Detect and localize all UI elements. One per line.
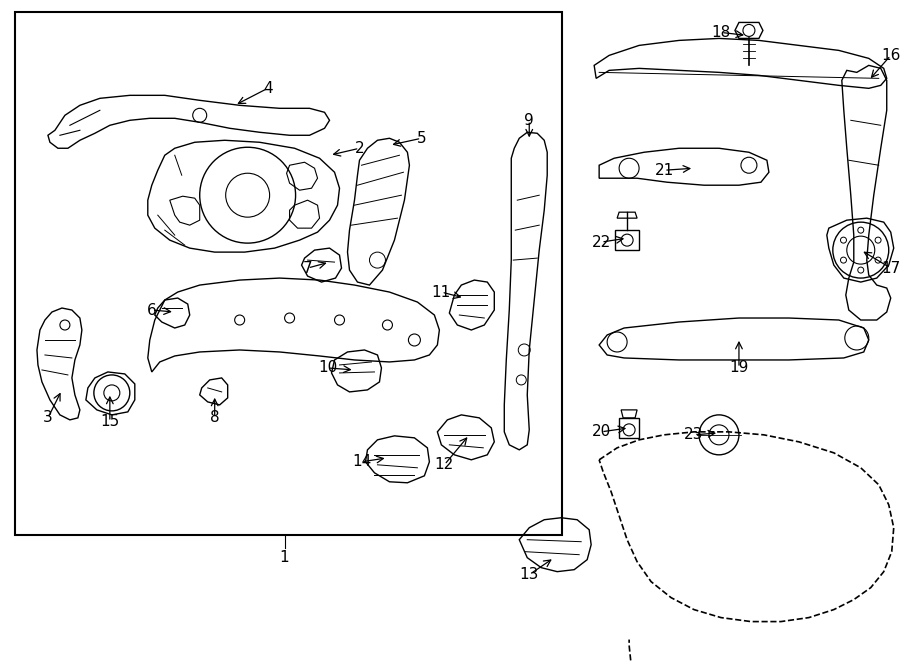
Text: 14: 14: [352, 454, 371, 469]
Text: 19: 19: [729, 360, 749, 375]
Text: 22: 22: [591, 235, 611, 250]
Text: 11: 11: [432, 284, 451, 299]
Text: 12: 12: [435, 457, 454, 473]
Text: 18: 18: [711, 25, 731, 40]
Text: 3: 3: [43, 410, 53, 426]
Text: 1: 1: [280, 550, 290, 565]
Text: 4: 4: [263, 81, 273, 96]
Text: 13: 13: [519, 567, 539, 582]
Text: 5: 5: [417, 131, 427, 146]
Text: 2: 2: [355, 141, 365, 156]
Text: 7: 7: [302, 260, 312, 276]
Text: 10: 10: [318, 360, 338, 375]
Text: 23: 23: [684, 428, 704, 442]
Text: 21: 21: [654, 163, 674, 178]
Text: 17: 17: [881, 260, 900, 276]
Text: 8: 8: [210, 410, 220, 426]
Text: 16: 16: [881, 48, 900, 63]
Text: 6: 6: [147, 303, 157, 317]
Text: 20: 20: [591, 424, 611, 440]
Text: 9: 9: [525, 113, 534, 128]
Text: 15: 15: [100, 414, 120, 430]
